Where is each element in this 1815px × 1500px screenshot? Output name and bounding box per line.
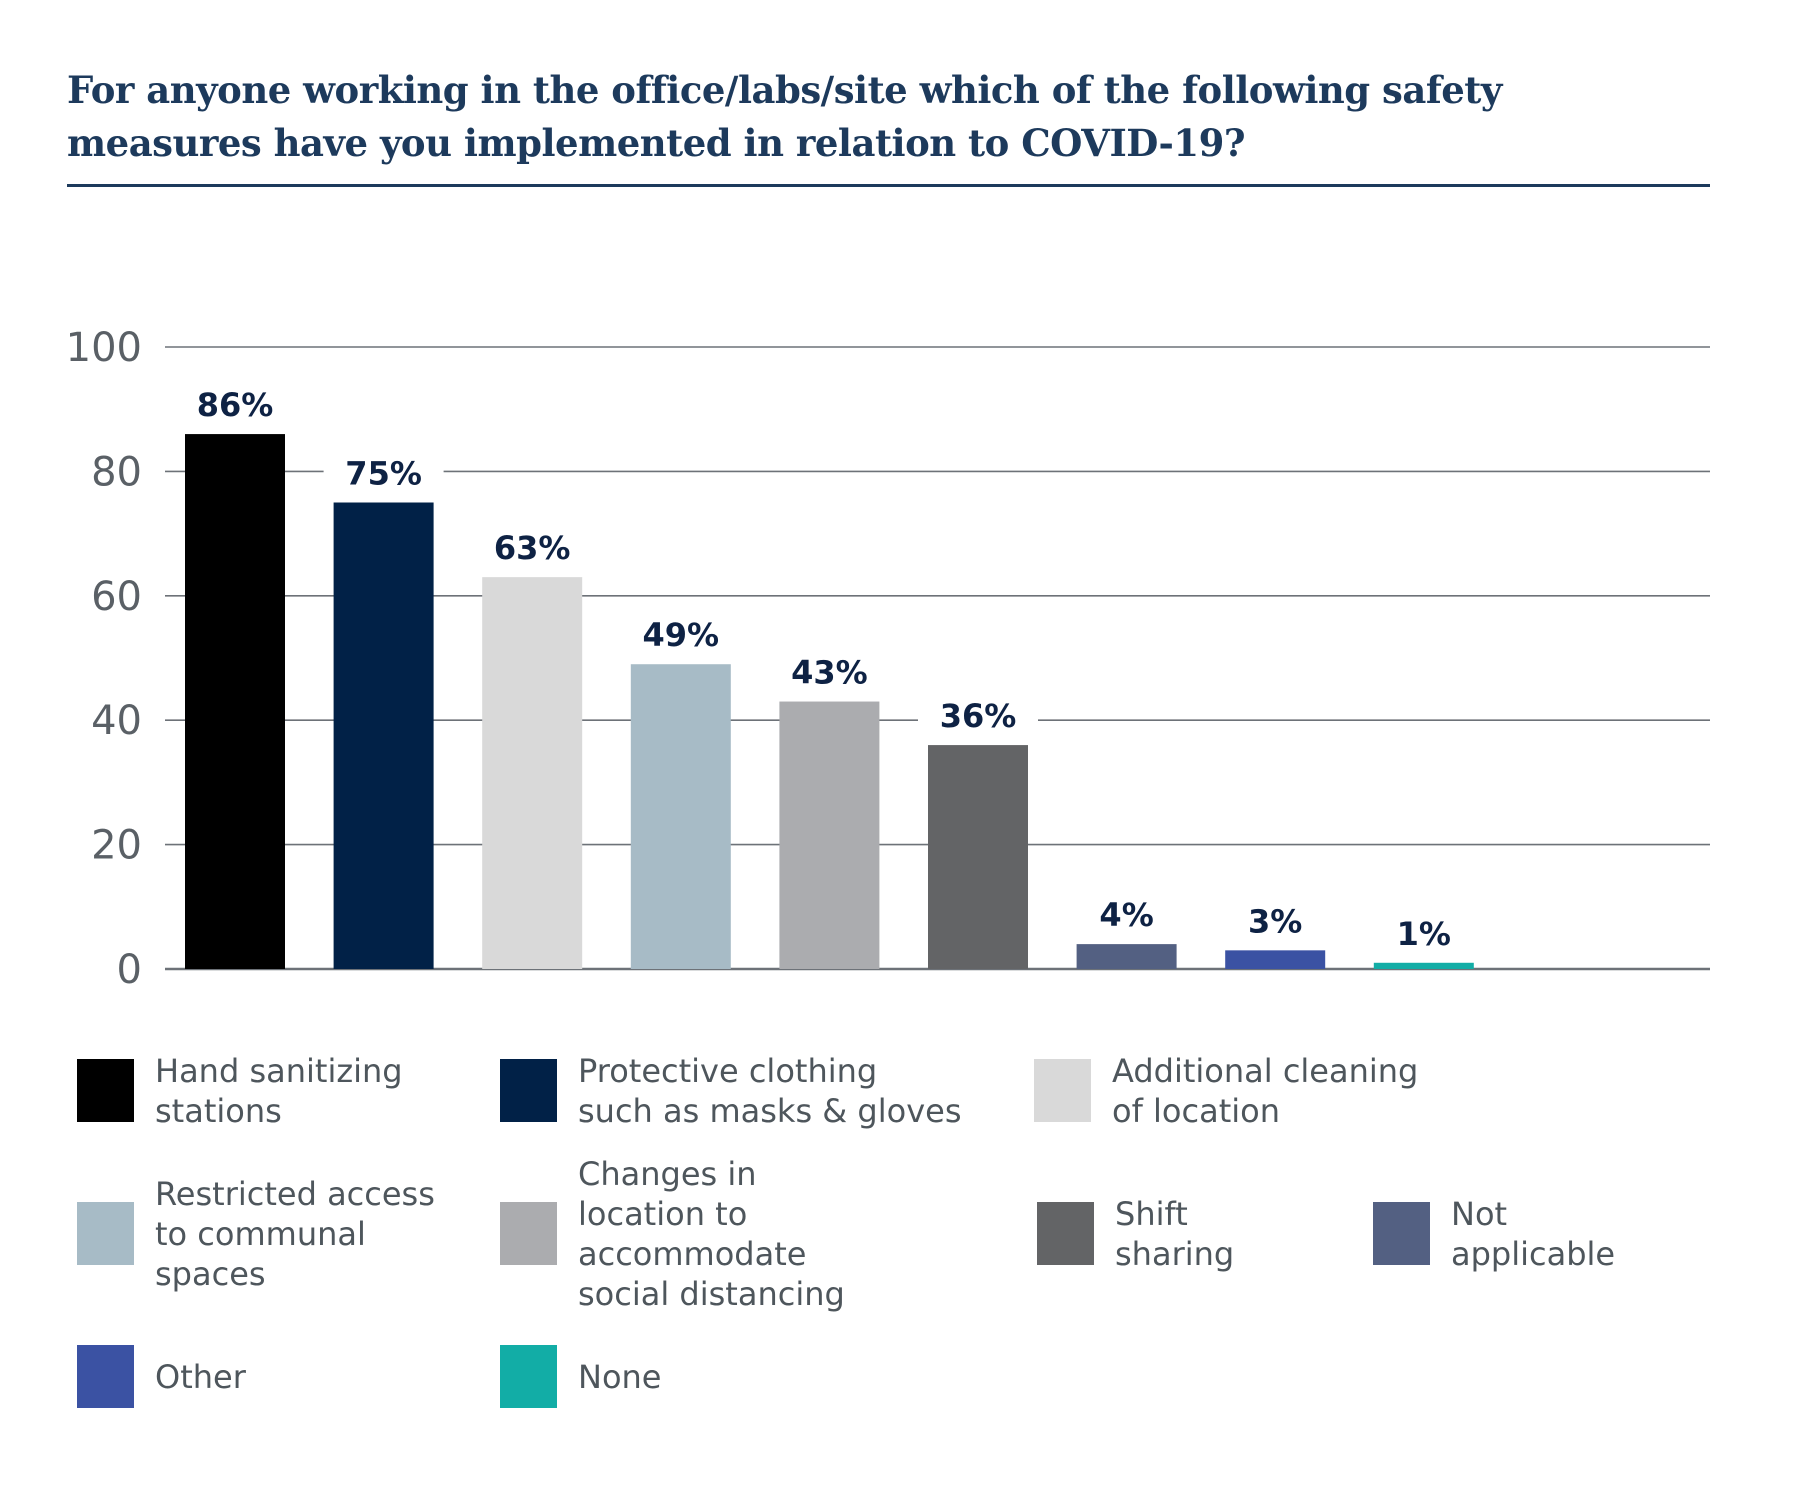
value-label: 3% (1248, 902, 1302, 940)
legend-label: Not applicable (1451, 1194, 1616, 1273)
chart-title-line-1: For anyone working in the office/labs/si… (67, 68, 1502, 112)
value-label-background (175, 378, 295, 425)
value-label-background (620, 608, 741, 655)
y-tick-label: 0 (117, 947, 142, 993)
bar-3 (482, 577, 583, 969)
legend-swatch (77, 1345, 134, 1408)
legend-label: Changes in location to accommodate socia… (578, 1154, 845, 1313)
value-label: 4% (1099, 896, 1153, 934)
legend-label: Hand sanitizing stations (155, 1051, 403, 1130)
legend-swatch (500, 1202, 557, 1265)
legend-label: None (578, 1357, 662, 1396)
y-tick-label: 80 (91, 449, 142, 495)
y-tick-label: 40 (91, 698, 142, 744)
bar-2 (333, 502, 434, 969)
bar-5 (779, 701, 880, 969)
legend-item: Other (77, 1345, 246, 1408)
y-tick-label: 60 (91, 574, 142, 620)
legend-swatch (1034, 1059, 1091, 1122)
legend-item: Shift sharing (1037, 1194, 1234, 1274)
legend-item: Not applicable (1373, 1194, 1615, 1274)
legend-swatch (77, 1059, 134, 1122)
legend-label: Shift sharing (1115, 1194, 1235, 1273)
legend-item: Additional cleaning of location (1034, 1051, 1418, 1131)
legend-swatch (500, 1059, 557, 1122)
chart-title-line-2: measures have you implemented in relatio… (67, 121, 1246, 165)
legend-item: Hand sanitizing stations (77, 1051, 403, 1131)
value-label: 75% (345, 455, 422, 493)
value-label-background (1215, 894, 1336, 941)
bar-6 (928, 745, 1028, 969)
value-label: 86% (197, 386, 274, 424)
legend-label: Other (155, 1357, 246, 1396)
legend-swatch (1373, 1202, 1430, 1265)
legend-swatch (1037, 1202, 1094, 1265)
bar-7 (1076, 944, 1177, 969)
value-label-background (1363, 906, 1484, 953)
bar-8 (1225, 950, 1326, 969)
bar-9 (1373, 962, 1474, 969)
legend-label: Additional cleaning of location (1112, 1051, 1419, 1130)
value-label-background (323, 446, 444, 493)
legend-item: None (500, 1345, 661, 1408)
legend-label: Protective clothing such as masks & glov… (578, 1051, 962, 1130)
legend-swatch (500, 1345, 557, 1408)
legend-swatch (77, 1202, 134, 1265)
legend-item: Changes in location to accommodate socia… (500, 1154, 845, 1314)
chart-title: For anyone working in the office/labs/si… (67, 64, 1717, 170)
legend-label: Restricted access to communal spaces (155, 1174, 435, 1293)
value-label-background (918, 689, 1038, 736)
y-tick-label: 20 (91, 823, 142, 869)
value-label-background (769, 645, 890, 692)
value-label: 43% (791, 654, 868, 692)
value-label-background (1066, 888, 1187, 935)
legend-item: Protective clothing such as masks & glov… (500, 1051, 961, 1131)
bar-chart: 0 20 40 60 80 100 86% 75% 63% 49% 43% 36% 4% 3% 1% (66, 325, 1710, 993)
value-label: 63% (494, 529, 571, 567)
value-label: 49% (643, 616, 720, 654)
legend-item: Restricted access to communal spaces (77, 1174, 435, 1294)
value-label-background (472, 521, 593, 568)
value-label: 1% (1397, 915, 1451, 953)
y-tick-label: 100 (66, 325, 142, 371)
bar-1 (185, 434, 285, 970)
title-divider (67, 184, 1710, 187)
value-label: 36% (940, 697, 1017, 735)
bar-4 (630, 664, 731, 969)
